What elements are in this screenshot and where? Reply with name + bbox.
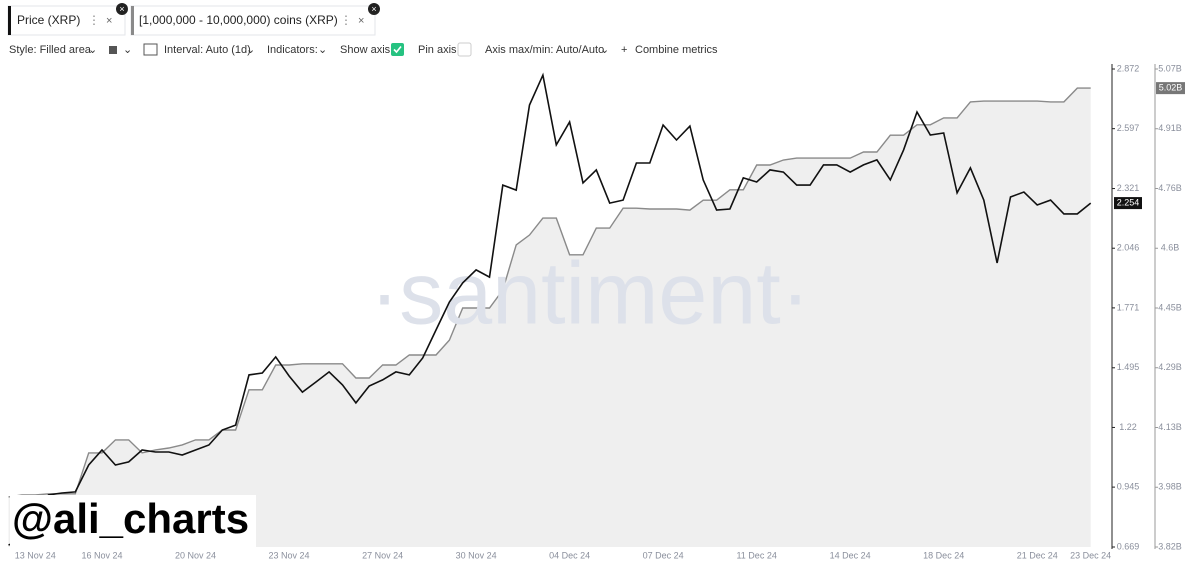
tab-color (131, 6, 134, 35)
y-tick-label: 0.669 (1117, 541, 1140, 551)
interval-icon (143, 43, 158, 56)
indicators-select[interactable]: Indicators: (267, 44, 318, 56)
tab-remove-icon: × (371, 4, 376, 14)
check-icon (393, 45, 402, 54)
x-tick-label: 04 Dec 24 (549, 550, 590, 560)
interval-select[interactable]: Interval: Auto (1d) (164, 44, 251, 56)
dropdown-caret: ⌄ (318, 44, 327, 56)
y-tick-label: 2.046 (1117, 243, 1140, 253)
x-tick-label: 11 Dec 24 (736, 550, 776, 560)
x-tick-label: 21 Dec 24 (1017, 550, 1058, 560)
tab[interactable] (130, 5, 376, 36)
holdings-badge-label: 5.02B (1159, 82, 1183, 92)
style-select[interactable]: Style: Filled area (9, 44, 92, 56)
overlay: 13 Nov 24 16 Nov 24 20 Nov 24 23 Nov 24 27 N… (8, 63, 1185, 560)
pin-axis-label[interactable]: Pin axis (418, 44, 457, 56)
price-badge-label: 2.254 (1117, 197, 1140, 207)
y2-tick-label: 5.07B (1158, 63, 1182, 73)
tab-close[interactable]: × (106, 15, 112, 27)
x-tick-label: 27 Nov 24 (362, 550, 403, 560)
tab-remove[interactable] (116, 3, 128, 15)
price-line (8, 72, 1092, 546)
y2-tick-label: 3.98B (1158, 482, 1182, 492)
x-tick-label: 20 Nov 24 (175, 550, 216, 560)
y-tick-label: 0.945 (1117, 481, 1140, 491)
y-tick-label: 2.872 (1117, 63, 1140, 73)
y2-tick-label: 3.82B (1158, 541, 1182, 551)
show-axis-checkbox[interactable] (391, 43, 404, 56)
price-badge (1114, 197, 1142, 210)
tab-label[interactable]: [1,000,000 - 10,000,000) coins (XRP) (139, 13, 338, 27)
tab-color (8, 6, 11, 35)
show-axis-label[interactable]: Show axis (340, 44, 391, 56)
y2-tick-label: 4.91B (1158, 123, 1182, 133)
y2-tick-label: 4.45B (1158, 302, 1182, 312)
watermark: ·santiment· (370, 243, 810, 342)
dropdown-caret: ⌄ (123, 44, 132, 56)
y2-tick-label: 4.13B (1158, 422, 1182, 432)
combine-metrics[interactable]: Combine metrics (635, 44, 718, 56)
dropdown-caret: ⌄ (88, 44, 97, 56)
x-tick-label: 16 Nov 24 (82, 550, 123, 560)
y-tick-label: 2.321 (1117, 183, 1140, 193)
x-tick-label: 30 Nov 24 (456, 550, 497, 560)
tab-remove-icon: × (119, 4, 124, 14)
x-tick-label: 23 Nov 24 (269, 550, 310, 560)
tab-menu[interactable]: ⋮ (88, 13, 100, 27)
y-tick-label: 1.22 (1119, 422, 1137, 432)
area-fill (8, 88, 1091, 547)
y-tick-label: 1.771 (1117, 302, 1140, 312)
holdings-badge (1156, 82, 1185, 95)
tab-remove[interactable] (368, 3, 380, 15)
tab-label[interactable]: Price (XRP) (17, 13, 80, 27)
axis-select[interactable]: Axis max/min: Auto/Auto (485, 44, 604, 56)
tab[interactable] (7, 5, 126, 36)
y2-tick-label: 4.6B (1161, 243, 1180, 253)
y-tick-label: 1.495 (1117, 362, 1140, 372)
tab-menu[interactable]: ⋮ (340, 13, 352, 27)
plus-icon: + (621, 44, 627, 56)
x-tick-label: 23 Dec 24 (1070, 550, 1111, 560)
dropdown-caret: ⌄ (246, 44, 255, 56)
credit-box (10, 495, 256, 547)
color-select[interactable] (109, 46, 117, 54)
dropdown-caret: ⌄ (600, 44, 609, 56)
x-tick-label: 13 Nov 24 (15, 550, 56, 560)
x-tick-label: 07 Dec 24 (643, 550, 684, 560)
y2-tick-label: 4.76B (1158, 183, 1182, 193)
tab-close[interactable]: × (358, 15, 364, 27)
credit: @ali_charts (12, 495, 249, 542)
y2-tick-label: 4.29B (1158, 362, 1182, 372)
pin-axis-checkbox[interactable] (457, 42, 472, 57)
x-tick-label: 18 Dec 24 (923, 550, 964, 560)
x-tick-label: 14 Dec 24 (830, 550, 871, 560)
y-tick-label: 2.597 (1117, 123, 1140, 133)
